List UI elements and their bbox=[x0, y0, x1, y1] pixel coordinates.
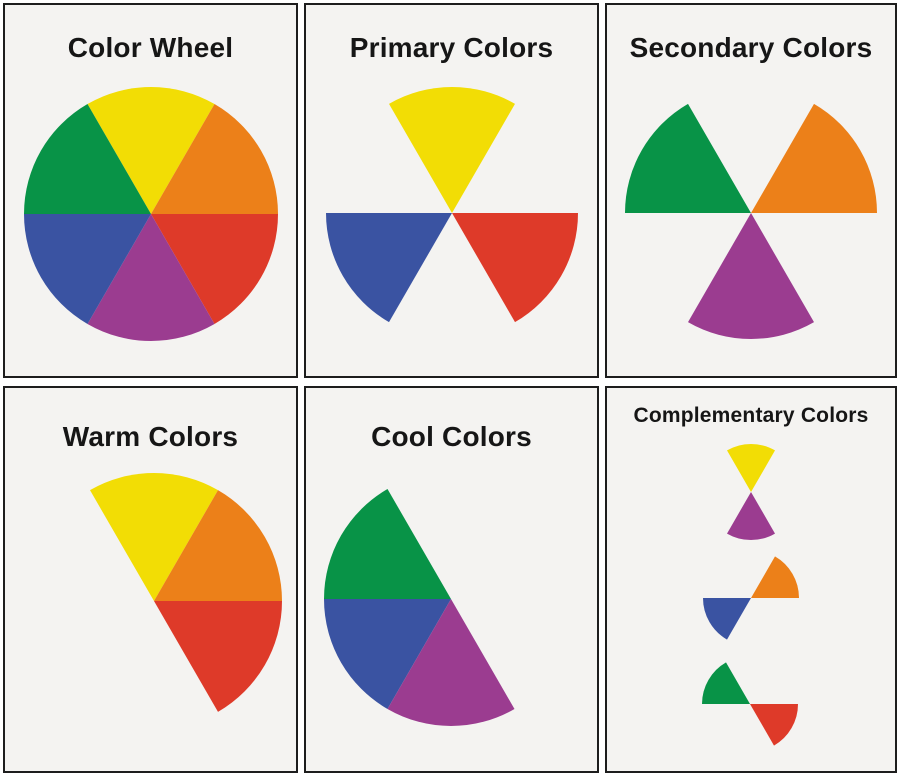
complementary-colors-figure bbox=[702, 443, 799, 746]
green-wedge bbox=[23, 104, 151, 214]
yellow-wedge bbox=[727, 443, 775, 492]
orange-wedge bbox=[751, 103, 877, 213]
panel-title: Secondary Colors bbox=[629, 32, 873, 63]
panel-title: Cool Colors bbox=[371, 421, 532, 452]
yellow-wedge bbox=[87, 86, 215, 214]
panel-title: Primary Colors bbox=[349, 32, 554, 63]
red-wedge bbox=[154, 601, 282, 712]
primary-colors-figure bbox=[326, 86, 578, 323]
cool-colors-figure bbox=[324, 489, 515, 727]
purple-wedge bbox=[688, 213, 814, 340]
green-wedge bbox=[625, 103, 751, 213]
panel-warm-colors: Warm Colors bbox=[3, 386, 298, 773]
warm-colors-figure bbox=[90, 473, 282, 712]
orange-wedge bbox=[751, 556, 799, 598]
green-wedge bbox=[324, 489, 451, 599]
red-wedge bbox=[750, 704, 798, 746]
purple-wedge bbox=[87, 214, 215, 342]
panel-complementary-colors: Complementary Colors bbox=[605, 386, 897, 773]
yellow-wedge bbox=[90, 473, 218, 601]
blue-wedge bbox=[703, 598, 751, 640]
green-wedge bbox=[702, 662, 750, 704]
color-wheel-figure bbox=[23, 86, 278, 342]
panel-title: Color Wheel bbox=[67, 32, 234, 63]
panel-primary-colors: Primary Colors bbox=[304, 3, 599, 378]
panel-secondary-colors: Secondary Colors bbox=[605, 3, 897, 378]
orange-wedge bbox=[154, 490, 282, 601]
blue-wedge bbox=[324, 599, 451, 709]
purple-wedge bbox=[727, 492, 775, 541]
panel-title: Warm Colors bbox=[62, 421, 239, 452]
blue-wedge bbox=[24, 214, 151, 324]
panel-title: Complementary Colors bbox=[633, 404, 869, 427]
purple-wedge bbox=[387, 599, 515, 727]
yellow-wedge bbox=[389, 86, 515, 213]
blue-wedge bbox=[326, 213, 452, 323]
orange-wedge bbox=[151, 104, 278, 214]
panel-cool-colors: Cool Colors bbox=[304, 386, 599, 773]
secondary-colors-figure bbox=[625, 103, 877, 340]
red-wedge bbox=[151, 214, 278, 324]
panel-color-wheel: Color Wheel bbox=[3, 3, 298, 378]
red-wedge bbox=[452, 213, 578, 323]
